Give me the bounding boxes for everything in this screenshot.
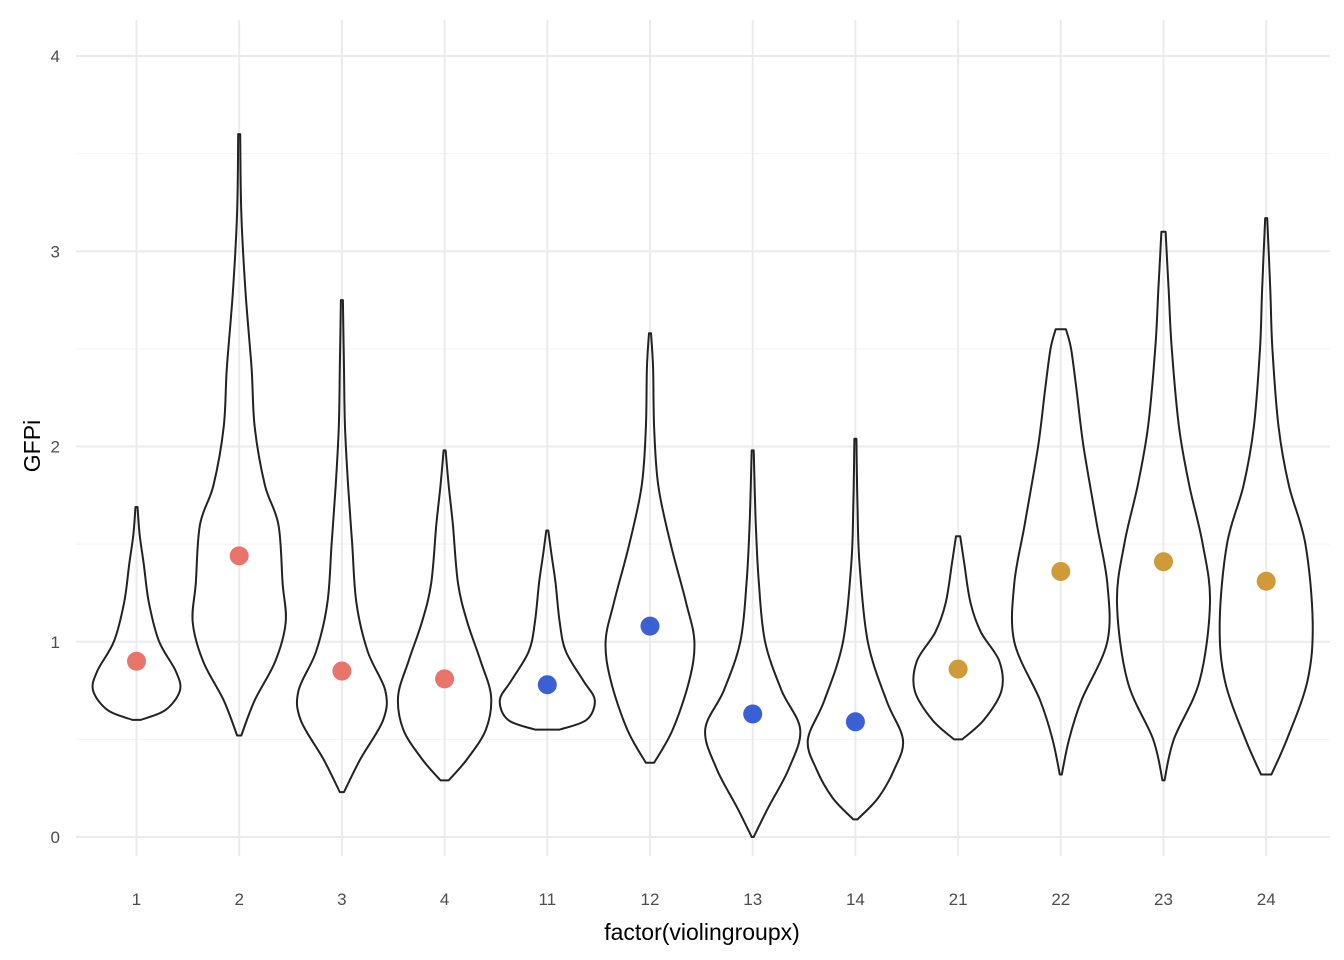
y-tick-label: 1	[51, 633, 60, 652]
mean-point-3	[332, 661, 352, 681]
mean-point-21	[948, 659, 968, 679]
y-tick-label: 2	[51, 438, 60, 457]
violin-23	[1115, 230, 1212, 782]
y-tick-label: 3	[51, 242, 60, 261]
grid-lines	[76, 20, 1330, 856]
x-tick-label-13: 13	[743, 890, 762, 909]
violin-22	[1010, 328, 1111, 776]
y-tick-label: 0	[51, 828, 60, 847]
violin-12	[604, 332, 696, 764]
violin-11	[498, 529, 596, 731]
x-tick-label-1: 1	[132, 890, 141, 909]
mean-point-4	[435, 669, 455, 689]
x-tick-labels: 1 2 3 4 11 12 13 14 21 22 23 24	[132, 890, 1276, 909]
x-tick-label-2: 2	[234, 890, 243, 909]
y-axis-title: GFPi	[19, 420, 45, 472]
x-tick-label-22: 22	[1051, 890, 1070, 909]
mean-point-23	[1154, 552, 1173, 572]
x-tick-label-21: 21	[949, 890, 968, 909]
violin-3	[295, 299, 388, 794]
mean-point-24	[1256, 571, 1276, 591]
violin-1	[91, 506, 182, 721]
violin-21	[912, 535, 1004, 741]
mean-point-14	[845, 712, 865, 732]
mean-point-22	[1051, 561, 1071, 581]
mean-point-1	[127, 651, 146, 671]
x-tick-label-3: 3	[337, 890, 346, 909]
y-tick-label: 4	[51, 47, 60, 66]
x-tick-label-4: 4	[440, 890, 449, 909]
mean-point-12	[640, 616, 660, 636]
violin-14	[806, 437, 905, 821]
mean-point-11	[537, 675, 557, 695]
violin-13	[704, 449, 802, 838]
x-axis-title: factor(violingroupx)	[604, 919, 800, 945]
violin-24	[1218, 217, 1314, 776]
mean-points	[127, 546, 1276, 732]
x-tick-label-14: 14	[846, 890, 865, 909]
mean-point-13	[743, 704, 763, 724]
violin-shapes	[91, 133, 1314, 838]
mean-point-2	[229, 546, 249, 566]
x-tick-label-24: 24	[1257, 890, 1276, 909]
y-tick-labels: 0 1 2 3 4	[51, 47, 60, 847]
violin-4	[396, 449, 493, 782]
violin-2	[191, 133, 287, 737]
x-tick-label-12: 12	[641, 890, 660, 909]
x-tick-label-11: 11	[538, 890, 556, 909]
x-tick-label-23: 23	[1154, 890, 1173, 909]
